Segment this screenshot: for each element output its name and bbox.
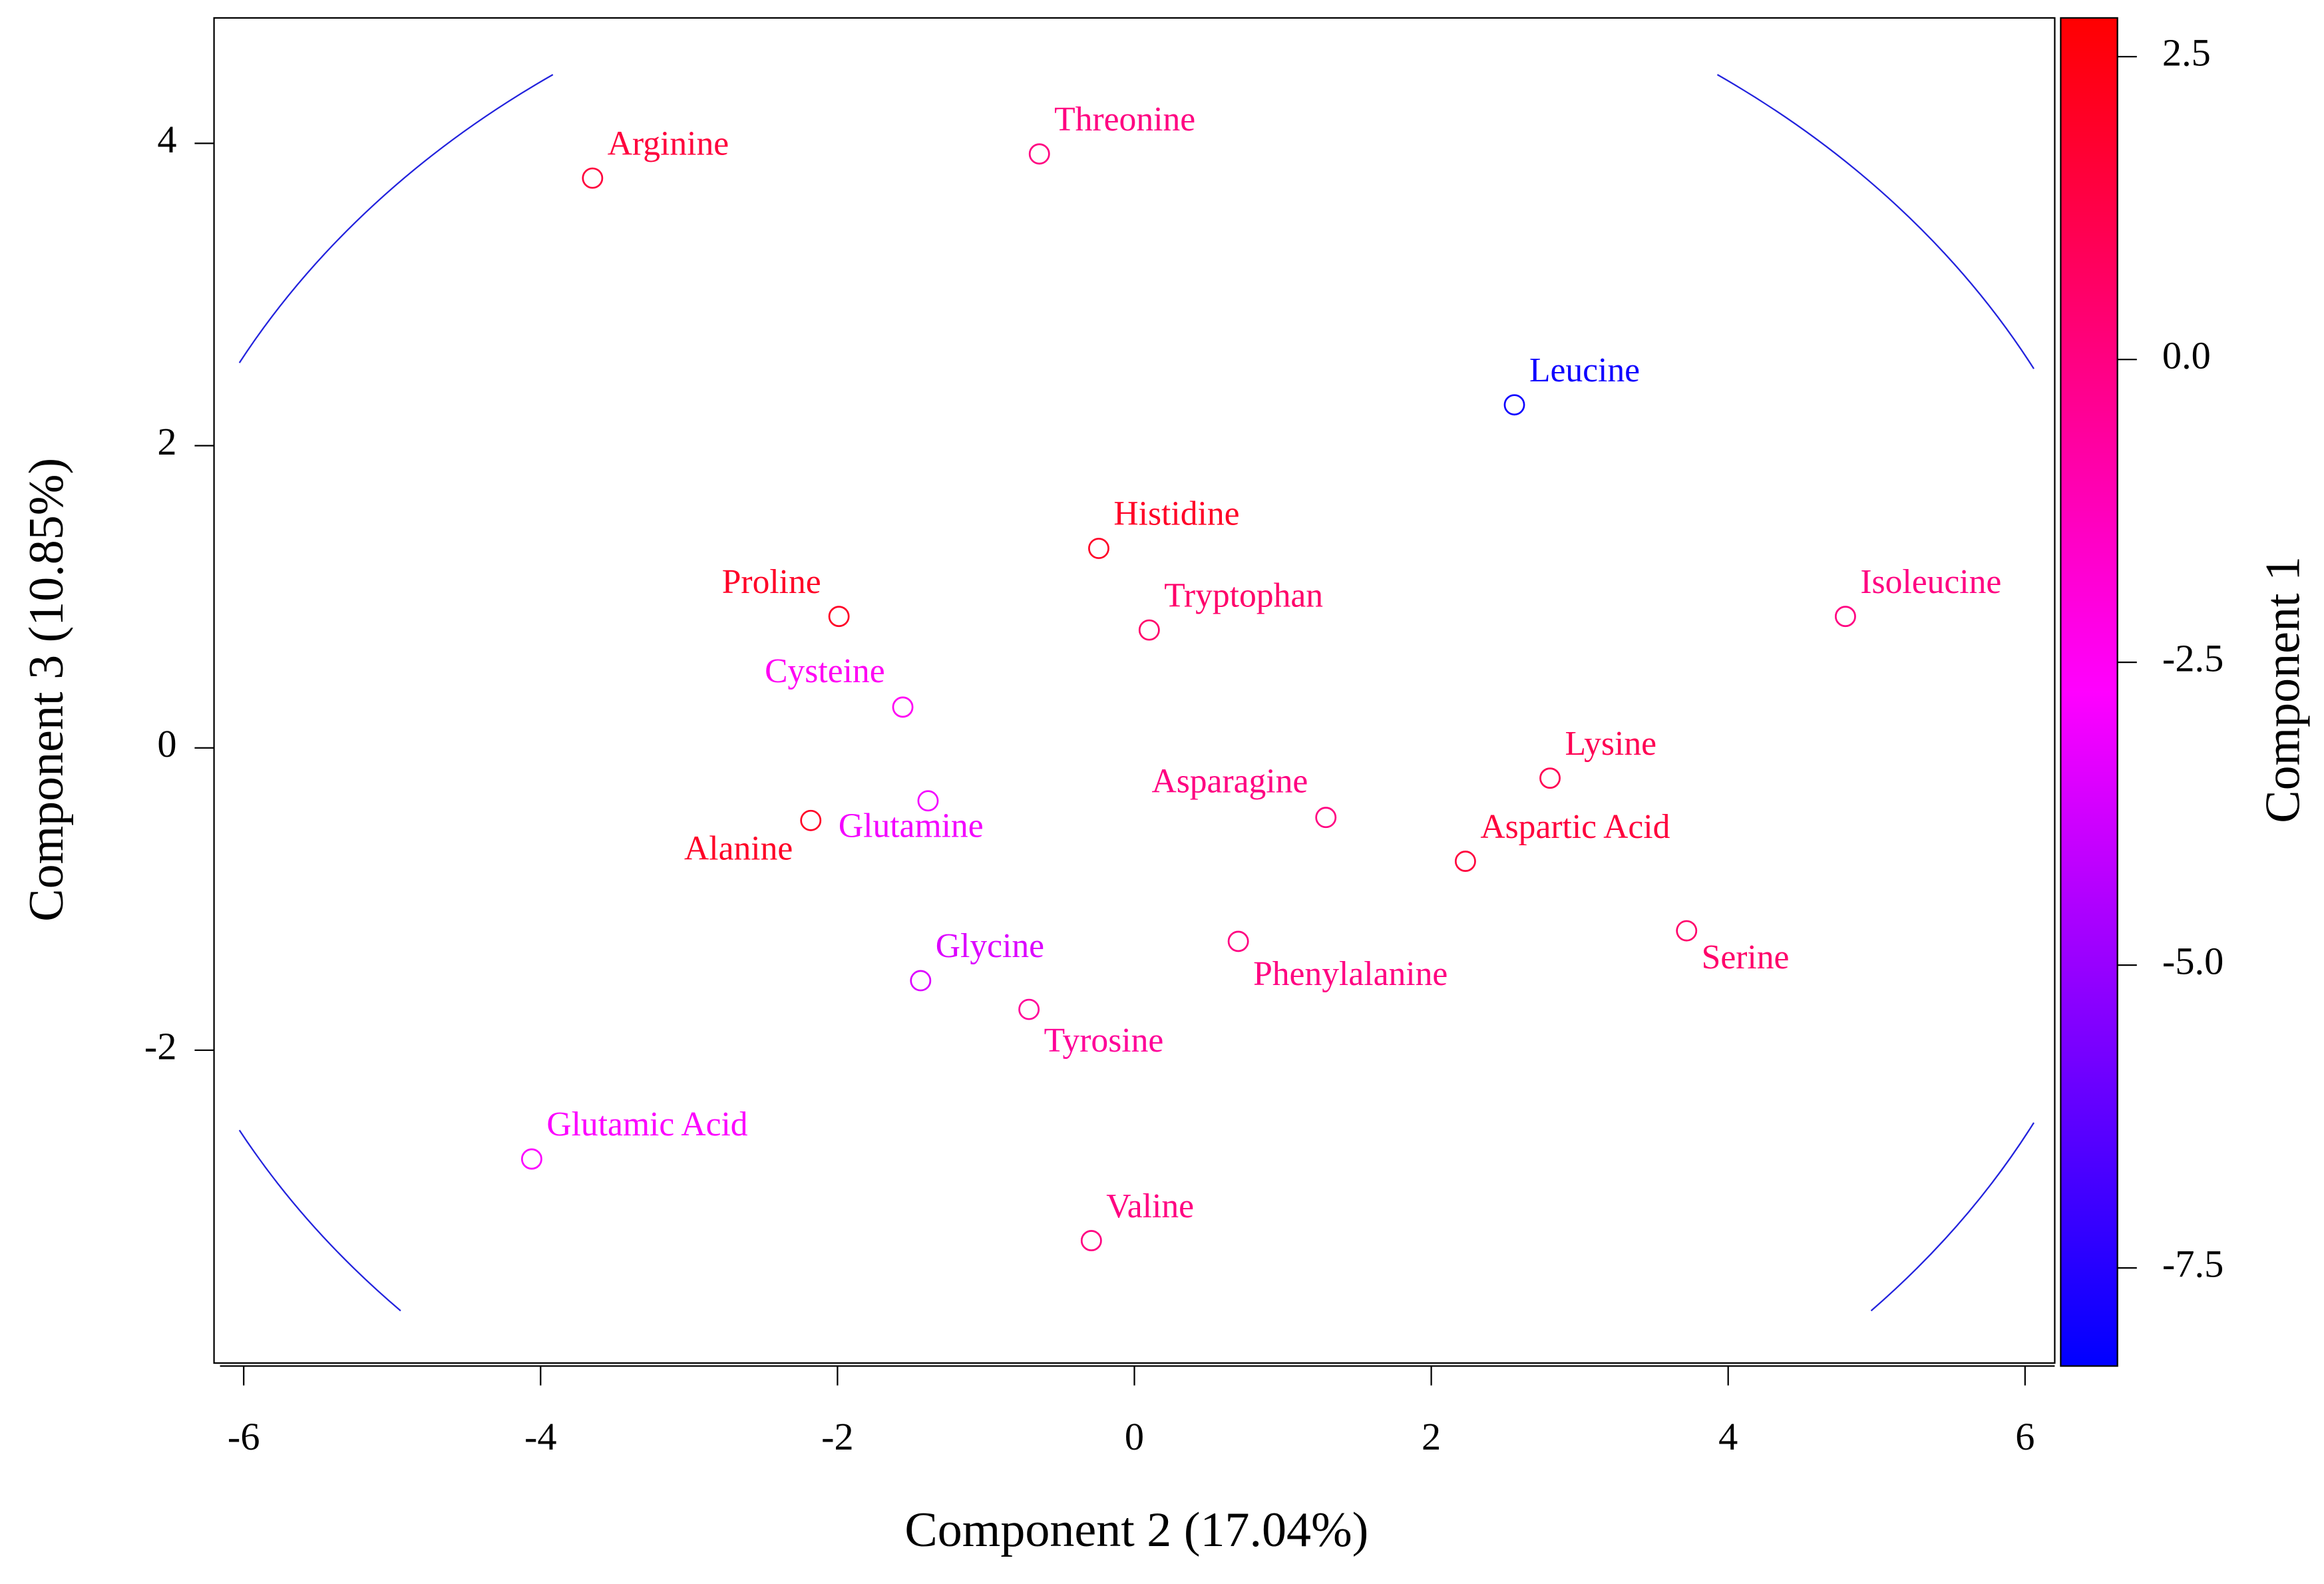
point-label: Leucine bbox=[1529, 351, 1640, 389]
colorbar-tick-label: -2.5 bbox=[2162, 637, 2224, 680]
colorbar-tick-label: 2.5 bbox=[2162, 31, 2211, 75]
point-label: Valine bbox=[1106, 1187, 1194, 1225]
point bbox=[1080, 1230, 1102, 1251]
colorbar-tick-label: -7.5 bbox=[2162, 1242, 2224, 1285]
guide-arcs bbox=[238, 74, 2034, 1312]
point-label: Lysine bbox=[1565, 725, 1656, 763]
point bbox=[1028, 143, 1050, 165]
point-label: Histidine bbox=[1113, 495, 1239, 533]
x-tick-label: -2 bbox=[821, 1415, 854, 1458]
point-label: Glutamine bbox=[839, 807, 984, 845]
x-tick-label: 2 bbox=[1422, 1415, 1441, 1458]
point bbox=[1676, 920, 1698, 942]
point bbox=[910, 970, 932, 992]
x-tick-label: 0 bbox=[1125, 1415, 1144, 1458]
y-tick-label: 4 bbox=[157, 118, 176, 161]
arc bbox=[1716, 74, 2034, 369]
point bbox=[1503, 394, 1525, 416]
point-label: Tyrosine bbox=[1044, 1022, 1164, 1060]
point bbox=[1138, 619, 1160, 641]
x-tick-label: 6 bbox=[2015, 1415, 2034, 1458]
point bbox=[828, 606, 850, 628]
point bbox=[1227, 930, 1249, 952]
point bbox=[1315, 807, 1337, 829]
point-label: Aspartic Acid bbox=[1480, 808, 1670, 846]
point-label: Cysteine bbox=[765, 652, 885, 690]
point-label: Serine bbox=[1702, 938, 1790, 976]
point bbox=[1088, 538, 1109, 559]
x-tick-label: -4 bbox=[524, 1415, 557, 1458]
point bbox=[1454, 851, 1476, 873]
x-tick-label: 4 bbox=[1718, 1415, 1738, 1458]
point bbox=[1834, 606, 1856, 628]
point bbox=[800, 809, 822, 831]
point-label: Threonine bbox=[1054, 100, 1195, 138]
point bbox=[917, 790, 939, 812]
colorbar bbox=[2060, 17, 2118, 1367]
colorbar-tick-label: -5.0 bbox=[2162, 939, 2224, 982]
arc bbox=[1870, 1122, 2034, 1312]
plot-frame bbox=[213, 17, 2056, 1364]
point bbox=[520, 1148, 542, 1170]
point-label: Alanine bbox=[684, 830, 793, 868]
point-label: Phenylalanine bbox=[1253, 955, 1448, 993]
point bbox=[582, 167, 604, 189]
point-label: Proline bbox=[722, 563, 821, 601]
point-label: Arginine bbox=[608, 124, 729, 162]
arc bbox=[238, 1129, 401, 1312]
y-tick-label: -2 bbox=[144, 1024, 177, 1068]
point bbox=[892, 696, 914, 718]
point bbox=[1539, 767, 1561, 789]
point-label: Glutamic Acid bbox=[546, 1105, 747, 1143]
arc bbox=[238, 74, 554, 363]
point bbox=[1018, 998, 1040, 1020]
colorbar-tick-label: 0.0 bbox=[2162, 334, 2211, 377]
point-label: Glycine bbox=[936, 927, 1044, 965]
colorbar-title: Component 1 bbox=[2255, 556, 2310, 823]
point-label: Asparagine bbox=[1151, 763, 1308, 801]
y-tick-label: 2 bbox=[157, 420, 176, 463]
y-tick-label: 0 bbox=[157, 722, 176, 765]
point-label: Isoleucine bbox=[1860, 563, 2001, 601]
x-tick-label: -6 bbox=[228, 1415, 260, 1458]
y-axis-title: Component 3 (10.85%) bbox=[19, 458, 74, 922]
point-label: Tryptophan bbox=[1164, 576, 1323, 614]
x-axis-title: Component 2 (17.04%) bbox=[904, 1503, 1368, 1557]
